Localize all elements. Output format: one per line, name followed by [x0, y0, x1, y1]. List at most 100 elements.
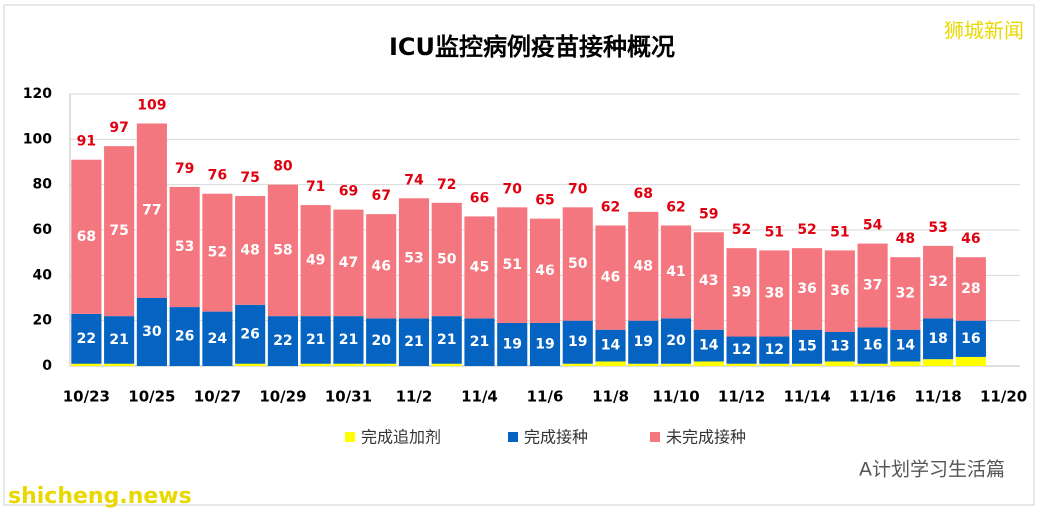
data-label: 77	[142, 203, 161, 219]
bar-segment	[595, 329, 626, 362]
bar-segment	[759, 336, 790, 364]
x-tick-label: 11/2	[396, 388, 433, 406]
total-label: 74	[404, 172, 424, 188]
x-tick-label: 11/8	[592, 388, 629, 406]
legend-swatch	[650, 432, 660, 442]
x-tick-label: 11/14	[783, 388, 830, 406]
bar-segment	[333, 363, 364, 366]
bar-segment	[693, 232, 724, 330]
data-label: 19	[502, 336, 521, 352]
bar-segment	[300, 316, 331, 364]
bar-segment	[824, 361, 855, 366]
data-label: 21	[339, 332, 358, 348]
data-label: 15	[797, 339, 816, 355]
bar-segment	[955, 356, 986, 366]
data-label: 13	[830, 339, 849, 355]
data-label: 49	[306, 253, 325, 269]
data-label: 22	[273, 333, 292, 349]
data-label: 28	[961, 281, 980, 297]
total-label: 66	[470, 190, 489, 206]
data-label: 14	[896, 338, 916, 354]
bar-segment	[300, 363, 331, 366]
y-tick-label: 20	[33, 313, 53, 329]
bar-segment	[104, 363, 135, 366]
bar-segment	[857, 327, 888, 364]
data-label: 32	[896, 285, 915, 301]
total-label: 79	[175, 161, 194, 177]
bar-segment	[169, 186, 200, 308]
bar-segment	[398, 198, 430, 319]
data-label: 21	[437, 332, 456, 348]
bar-segment	[431, 363, 462, 366]
x-tick-label: 11/10	[652, 388, 699, 406]
data-label: 75	[109, 223, 128, 239]
data-label: 32	[928, 274, 947, 290]
bar-segment	[923, 318, 954, 360]
bar-segment	[726, 248, 757, 337]
total-label: 46	[961, 231, 980, 247]
y-tick-label: 80	[33, 177, 53, 193]
bar-segment	[235, 363, 266, 366]
bar-segment	[464, 318, 495, 366]
data-label: 68	[77, 229, 96, 245]
legend-swatch	[508, 432, 518, 442]
bar-segment	[824, 250, 855, 332]
bar-segment	[955, 257, 986, 321]
total-label: 75	[240, 170, 259, 186]
bar-segment	[202, 193, 233, 312]
bar-segment	[464, 216, 495, 319]
bar-segment	[890, 257, 921, 330]
y-tick-label: 60	[33, 222, 53, 238]
x-tick-label: 11/4	[461, 388, 498, 406]
bar-segment	[300, 205, 331, 317]
data-label: 21	[306, 332, 325, 348]
total-label: 62	[666, 199, 685, 215]
x-tick-label: 10/31	[325, 388, 372, 406]
total-label: 70	[568, 181, 588, 197]
total-label: 71	[306, 179, 325, 195]
bar-segment	[857, 243, 888, 328]
x-tick-label: 10/23	[63, 388, 110, 406]
x-tick-label: 10/27	[194, 388, 241, 406]
bar-segment	[366, 318, 397, 364]
data-label: 16	[863, 338, 882, 354]
bar-segment	[693, 361, 724, 366]
data-label: 37	[863, 278, 882, 294]
bar-segment	[202, 311, 233, 366]
bar-segment	[529, 218, 561, 323]
bar-segment	[497, 207, 528, 323]
total-label: 72	[437, 177, 456, 193]
data-label: 39	[732, 284, 751, 300]
data-label: 47	[339, 255, 358, 271]
data-label: 19	[535, 336, 554, 352]
data-label: 26	[240, 326, 259, 342]
data-label: 14	[601, 338, 621, 354]
x-tick-label: 11/6	[527, 388, 564, 406]
total-label: 97	[109, 120, 128, 136]
bar-segment	[923, 245, 954, 319]
bar-segment	[562, 207, 593, 321]
bar-segment	[235, 196, 266, 305]
total-label: 80	[273, 159, 293, 175]
data-label: 36	[797, 281, 816, 297]
bar-segment	[595, 361, 626, 366]
data-label: 53	[175, 239, 194, 255]
data-label: 16	[961, 331, 980, 347]
bar-segment	[726, 363, 757, 366]
bar-segment	[890, 329, 921, 362]
legend-swatch	[345, 432, 355, 442]
x-tick-label: 11/12	[718, 388, 765, 406]
data-label: 48	[240, 242, 259, 258]
total-label: 52	[797, 222, 816, 238]
total-label: 65	[535, 193, 554, 209]
data-label: 36	[830, 283, 849, 299]
bar-segment	[431, 202, 462, 317]
bar-segment	[104, 146, 135, 317]
x-tick-label: 11/16	[849, 388, 896, 406]
total-label: 54	[863, 218, 883, 234]
bar-segment	[628, 211, 659, 321]
bar-segment	[136, 123, 167, 298]
bar-segment	[857, 363, 888, 366]
